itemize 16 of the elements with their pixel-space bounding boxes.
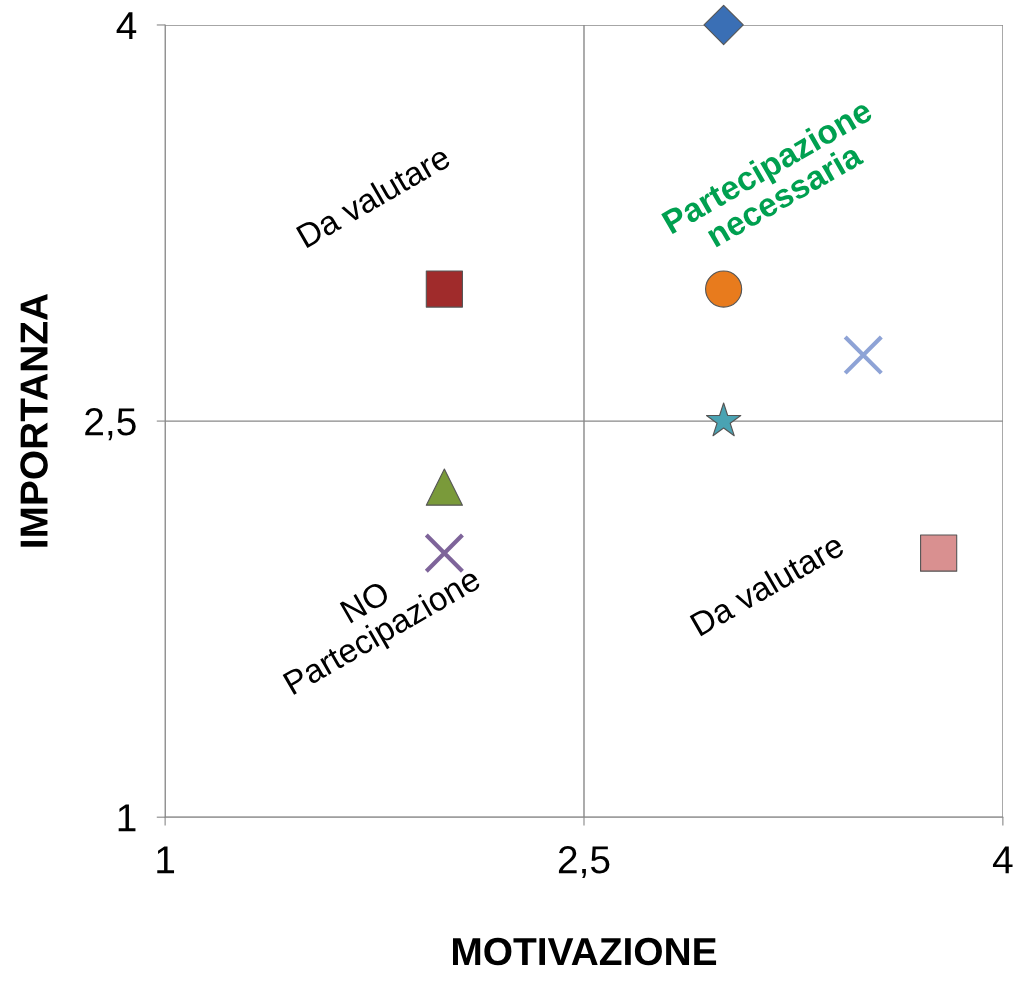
point [424, 532, 465, 574]
x-tick-label: 1 [157, 846, 175, 874]
point [425, 270, 463, 308]
y-tick-label: 2,5 [85, 408, 136, 441]
x-tick-label: 4 [992, 846, 1013, 874]
point [705, 270, 743, 308]
x-tick-label: 2,5 [558, 845, 610, 879]
point [843, 334, 884, 376]
y-tick-label: 4 [116, 12, 137, 40]
point [425, 468, 463, 506]
y-tick-label: 1 [118, 804, 136, 832]
point [920, 534, 958, 572]
y-axis-title: IMPORTANZA [20, 293, 48, 547]
point [703, 4, 744, 46]
point [705, 402, 742, 437]
x-axis-title: MOTIVAZIONE [453, 937, 717, 966]
